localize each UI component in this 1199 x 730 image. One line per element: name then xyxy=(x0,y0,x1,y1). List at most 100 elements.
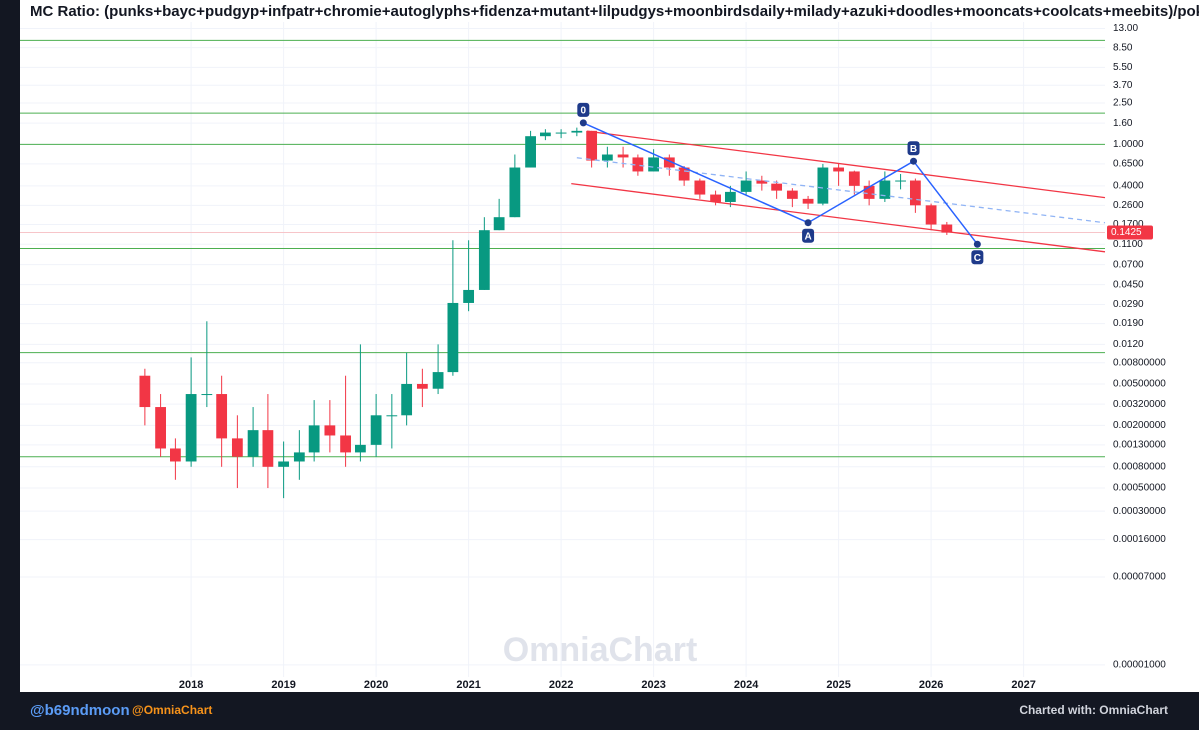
wave-label-box xyxy=(577,102,590,117)
candle-body xyxy=(617,154,629,158)
x-tick-label: 2020 xyxy=(364,679,388,691)
candle-body xyxy=(370,415,382,445)
candle-body xyxy=(802,198,814,204)
wave-label-box xyxy=(971,250,984,265)
candle-body xyxy=(170,448,181,462)
wave-label: C xyxy=(974,253,981,264)
y-tick-label: 2.50 xyxy=(1113,98,1133,109)
candle-body xyxy=(139,375,151,408)
x-tick-label: 2026 xyxy=(919,679,943,691)
candle-body xyxy=(833,167,845,172)
wave-label: A xyxy=(804,231,811,242)
wave-point xyxy=(804,219,812,227)
y-tick-label: 0.00016000 xyxy=(1113,534,1166,545)
x-tick-label: 2025 xyxy=(826,679,850,691)
y-tick-label: 0.0700 xyxy=(1113,259,1144,270)
candle-body xyxy=(724,191,736,202)
candle-body xyxy=(340,435,351,453)
last-price-box xyxy=(1107,225,1153,240)
candle-body xyxy=(879,180,891,199)
x-tick-label: 2027 xyxy=(1011,679,1035,691)
candle-body xyxy=(509,167,521,218)
candle-body xyxy=(278,461,290,467)
candle-body xyxy=(262,430,274,467)
candle-body xyxy=(463,289,475,303)
candle-body xyxy=(601,154,613,161)
y-tick-label: 1.60 xyxy=(1113,118,1133,129)
candle-body xyxy=(710,194,721,202)
wave-line xyxy=(583,122,978,245)
candle-body xyxy=(895,180,906,182)
trend-line xyxy=(586,130,1106,199)
watermark: OmniaChart xyxy=(503,631,698,669)
y-tick-label: 0.00007000 xyxy=(1113,572,1166,583)
candle-body xyxy=(308,425,320,453)
y-tick-label: 1.0000 xyxy=(1113,139,1144,150)
candle-body xyxy=(925,205,937,225)
chart-area xyxy=(20,0,1199,692)
y-tick-label: 0.0120 xyxy=(1113,339,1144,350)
wave-point xyxy=(910,157,918,165)
candle-body xyxy=(293,452,305,462)
y-tick-label: 0.00320000 xyxy=(1113,399,1166,410)
candle-body xyxy=(817,167,829,204)
y-tick-label: 0.0450 xyxy=(1113,279,1144,290)
x-tick-label: 2018 xyxy=(179,679,203,691)
y-tick-label: 3.70 xyxy=(1113,80,1133,91)
candle-body xyxy=(571,130,583,133)
y-tick-label: 13.00 xyxy=(1113,23,1138,34)
candle-body xyxy=(416,383,428,389)
candle-body xyxy=(216,394,228,439)
x-tick-label: 2021 xyxy=(456,679,480,691)
candle-body xyxy=(863,185,875,199)
candle-body xyxy=(201,394,213,396)
y-tick-label: 0.00080000 xyxy=(1113,461,1166,472)
y-tick-label: 0.1700 xyxy=(1113,219,1144,230)
wave-label: B xyxy=(910,144,917,155)
candle-body xyxy=(848,171,860,186)
candle-body xyxy=(756,180,768,184)
candle-body xyxy=(586,130,598,161)
wave-label-box xyxy=(802,228,815,243)
candle-body xyxy=(401,383,413,416)
candle-body xyxy=(247,430,259,457)
candle-body xyxy=(155,407,166,449)
candle-body xyxy=(525,136,536,168)
y-tick-label: 8.50 xyxy=(1113,42,1133,53)
candle-body xyxy=(648,157,660,172)
wave-point xyxy=(579,119,587,127)
candle-body xyxy=(663,157,675,168)
y-tick-label: 0.6500 xyxy=(1113,159,1144,170)
y-tick-label: 0.00500000 xyxy=(1113,379,1166,390)
y-tick-label: 0.4000 xyxy=(1113,180,1144,191)
chart-title: MC Ratio: (punks+bayc+pudgyp+infpatr+chr… xyxy=(30,3,1199,20)
x-tick-label: 2023 xyxy=(641,679,665,691)
y-tick-label: 0.00200000 xyxy=(1113,420,1166,431)
x-tick-label: 2019 xyxy=(271,679,295,691)
y-tick-label: 0.00130000 xyxy=(1113,439,1166,450)
x-tick-label: 2024 xyxy=(734,679,759,691)
site: @OmniaChart xyxy=(132,703,212,717)
wave-label: 0 xyxy=(581,106,587,117)
trend-line xyxy=(571,183,1106,253)
candle-body xyxy=(941,224,953,233)
y-tick-label: 0.00800000 xyxy=(1113,357,1166,368)
candle-body xyxy=(478,230,490,290)
last-price-label: 0.1425 xyxy=(1111,227,1142,238)
y-tick-label: 0.00030000 xyxy=(1113,506,1166,517)
candle-body xyxy=(324,425,336,436)
candle-body xyxy=(555,132,567,134)
y-tick-label: 0.1100 xyxy=(1113,239,1143,250)
candle-body xyxy=(740,180,752,192)
candle-body xyxy=(632,157,644,172)
y-tick-label: 0.0190 xyxy=(1113,318,1144,329)
y-tick-label: 5.50 xyxy=(1113,62,1133,73)
candle-body xyxy=(539,132,551,137)
candle-body xyxy=(432,372,444,389)
candle-body xyxy=(909,180,921,206)
candle-body xyxy=(771,183,783,191)
trend-line xyxy=(576,157,1106,224)
candle-body xyxy=(231,438,243,457)
y-tick-label: 0.2600 xyxy=(1113,200,1144,211)
